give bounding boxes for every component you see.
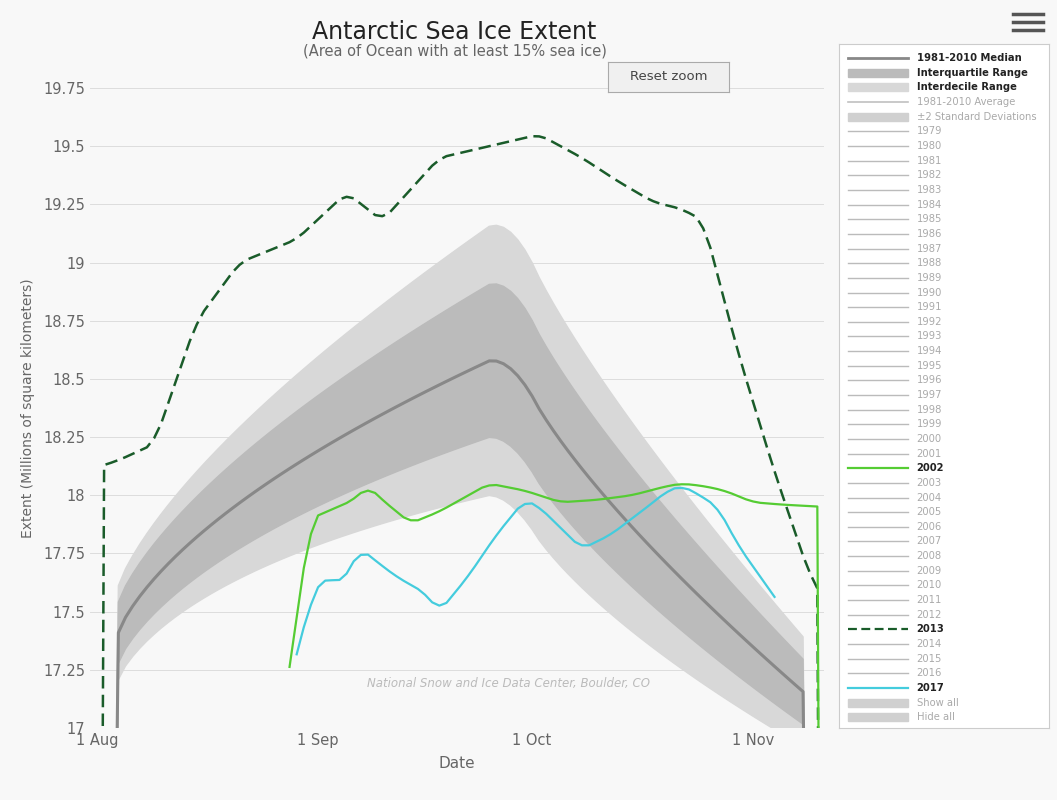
Text: 2011: 2011: [916, 595, 942, 605]
Bar: [848, 69, 908, 77]
Text: 2006: 2006: [916, 522, 942, 532]
Text: 1995: 1995: [916, 361, 942, 370]
Text: 1983: 1983: [916, 185, 942, 195]
Text: 1980: 1980: [916, 141, 942, 151]
Text: 2010: 2010: [916, 581, 942, 590]
Text: 2005: 2005: [916, 507, 942, 518]
Text: 1981-2010 Average: 1981-2010 Average: [916, 97, 1015, 107]
Text: Antarctic Sea Ice Extent: Antarctic Sea Ice Extent: [312, 20, 597, 44]
Bar: [848, 83, 908, 91]
Text: 1999: 1999: [916, 419, 942, 430]
Text: 2012: 2012: [916, 610, 942, 620]
Text: 1984: 1984: [916, 200, 942, 210]
Text: 1993: 1993: [916, 331, 942, 342]
Text: ±2 Standard Deviations: ±2 Standard Deviations: [916, 112, 1036, 122]
Text: 2008: 2008: [916, 551, 942, 561]
Text: National Snow and Ice Data Center, Boulder, CO: National Snow and Ice Data Center, Bould…: [367, 677, 650, 690]
X-axis label: Date: Date: [439, 756, 476, 771]
Text: Show all: Show all: [916, 698, 959, 708]
Text: (Area of Ocean with at least 15% sea ice): (Area of Ocean with at least 15% sea ice…: [302, 44, 607, 59]
Text: 2002: 2002: [916, 463, 944, 474]
Text: 1990: 1990: [916, 287, 942, 298]
Text: 1994: 1994: [916, 346, 942, 356]
Bar: [848, 698, 908, 706]
Text: Reset zoom: Reset zoom: [630, 70, 707, 83]
Text: 2015: 2015: [916, 654, 942, 664]
Text: 1979: 1979: [916, 126, 942, 136]
Text: 1986: 1986: [916, 229, 942, 239]
Text: 1982: 1982: [916, 170, 942, 180]
Text: 2004: 2004: [916, 493, 942, 502]
Text: 1988: 1988: [916, 258, 942, 268]
Text: Hide all: Hide all: [916, 712, 954, 722]
Text: 1985: 1985: [916, 214, 942, 224]
Text: 1991: 1991: [916, 302, 942, 312]
Bar: [848, 113, 908, 121]
Text: 1981-2010 Median: 1981-2010 Median: [916, 53, 1021, 63]
Text: 2009: 2009: [916, 566, 942, 576]
Text: 1987: 1987: [916, 243, 942, 254]
Text: 2003: 2003: [916, 478, 942, 488]
Text: 1989: 1989: [916, 273, 942, 283]
Text: 2007: 2007: [916, 537, 942, 546]
Text: 2014: 2014: [916, 639, 942, 649]
Text: 2001: 2001: [916, 449, 942, 458]
Text: 2013: 2013: [916, 624, 945, 634]
Text: 1981: 1981: [916, 156, 942, 166]
Text: 1997: 1997: [916, 390, 942, 400]
Text: 2017: 2017: [916, 683, 945, 693]
Text: 1998: 1998: [916, 405, 942, 414]
Text: 2000: 2000: [916, 434, 942, 444]
Bar: [848, 714, 908, 722]
Y-axis label: Extent (Millions of square kilometers): Extent (Millions of square kilometers): [21, 278, 35, 538]
Text: Interdecile Range: Interdecile Range: [916, 82, 1017, 93]
Text: 1992: 1992: [916, 317, 942, 327]
Text: 1996: 1996: [916, 375, 942, 386]
Text: Interquartile Range: Interquartile Range: [916, 68, 1027, 78]
Text: 2016: 2016: [916, 668, 942, 678]
